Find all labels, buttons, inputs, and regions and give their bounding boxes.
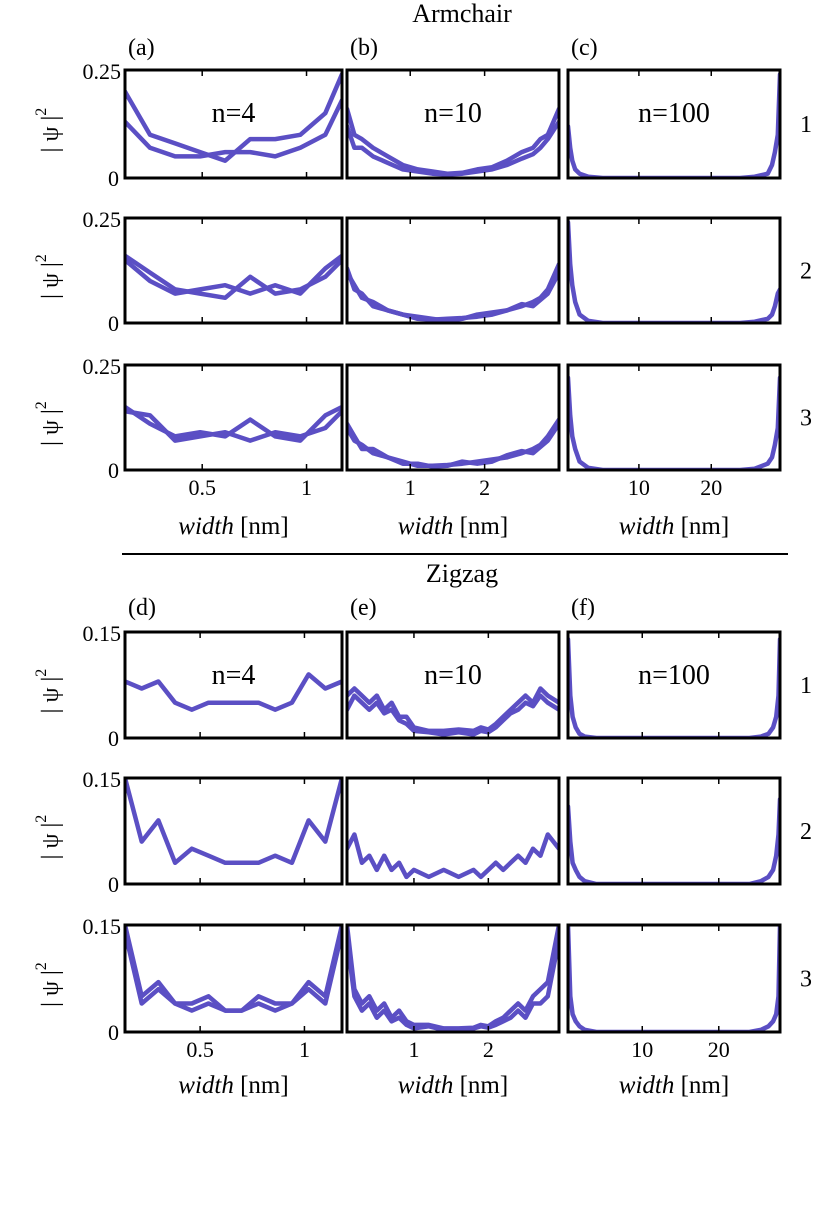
panel-label: (e) — [350, 595, 377, 621]
x-tick-label: 2 — [483, 1037, 494, 1062]
plot-frame — [566, 923, 782, 1034]
plot-frame — [123, 923, 344, 1034]
x-tick-label: 1 — [405, 475, 416, 500]
x-tick-label: 1 — [299, 1037, 310, 1062]
wavefunction-curve — [347, 937, 559, 1032]
wavefunction-curve — [568, 636, 780, 738]
row-label: 1 — [800, 112, 812, 138]
wavefunction-curve — [125, 925, 342, 1013]
wavefunction-curve — [568, 796, 780, 884]
wavefunction-curve — [568, 375, 780, 470]
wavefunction-curve — [568, 72, 780, 178]
x-tick-label: 20 — [708, 1037, 730, 1062]
plot-frame — [345, 630, 561, 740]
y-axis-label: | ψ |2 — [33, 962, 64, 1007]
x-tick-label: 20 — [700, 475, 722, 500]
column-label: n=4 — [212, 98, 256, 129]
y-axis-label: | ψ |2 — [33, 254, 64, 299]
row-label: 3 — [800, 406, 812, 432]
y-tick-label: 0.25 — [83, 207, 122, 232]
plot-frame — [123, 776, 344, 886]
x-axis-label: width [nm] — [398, 1072, 508, 1099]
x-tick-label: 10 — [631, 1037, 653, 1062]
column-label: n=100 — [638, 98, 710, 129]
wavefunction-curve — [125, 672, 342, 712]
y-tick-label: 0.25 — [83, 354, 122, 379]
y-tick-label: 0 — [108, 726, 119, 751]
x-axis-label: width [nm] — [619, 1072, 729, 1099]
y-axis-label: | ψ |2 — [33, 401, 64, 446]
plot-frame — [123, 363, 344, 472]
x-axis-label: width [nm] — [398, 513, 508, 540]
plot-frame — [345, 216, 561, 325]
wavefunction-curve — [347, 119, 559, 177]
y-tick-label: 0 — [108, 311, 119, 336]
plot-frame — [566, 68, 782, 180]
y-axis-label: | ψ |2 — [33, 669, 64, 714]
plot-frame — [123, 68, 344, 180]
x-tick-label: 1 — [301, 475, 312, 500]
wavefunction-curve — [568, 925, 780, 1032]
x-axis-label: width [nm] — [178, 1072, 288, 1099]
column-label: n=4 — [212, 660, 256, 691]
plot-frame — [345, 363, 561, 472]
column-label: n=10 — [424, 660, 482, 691]
wavefunction-curve — [125, 408, 342, 443]
wavefunction-curve — [125, 97, 342, 159]
wavefunction-curve — [125, 929, 342, 1013]
column-label: n=10 — [424, 98, 482, 129]
x-axis-label: width [nm] — [619, 513, 729, 540]
x-tick-label: 1 — [408, 1037, 419, 1062]
x-tick-label: 0.5 — [186, 1037, 214, 1062]
row-label: 2 — [800, 819, 812, 845]
column-label: n=100 — [638, 660, 710, 691]
y-tick-label: 0.25 — [83, 59, 122, 84]
armchair-section-title: Armchair — [412, 0, 512, 28]
plot-frame — [566, 363, 782, 472]
row-label: 2 — [800, 259, 812, 285]
row-label: 3 — [800, 967, 812, 993]
wavefunction-curve — [568, 219, 780, 323]
wavefunction-curve — [125, 778, 342, 866]
y-tick-label: 0 — [108, 458, 119, 483]
y-tick-label: 0.15 — [83, 621, 122, 646]
y-tick-label: 0 — [108, 1020, 119, 1045]
panel-label: (d) — [128, 595, 156, 621]
panel-label: (a) — [128, 35, 155, 61]
y-axis-label: | ψ |2 — [33, 815, 64, 860]
row-label: 1 — [800, 673, 812, 699]
wavefunction-curve — [347, 266, 559, 323]
y-tick-label: 0.15 — [83, 767, 122, 792]
wavefunction-curve — [347, 686, 559, 734]
wavefunction-curve — [125, 253, 342, 301]
plot-frame — [345, 776, 561, 886]
x-tick-label: 0.5 — [188, 475, 216, 500]
plot-frame — [566, 630, 782, 740]
plot-frame — [566, 216, 782, 325]
panel-label: (f) — [571, 595, 595, 621]
x-tick-label: 10 — [628, 475, 650, 500]
wavefunction-curve — [347, 693, 559, 737]
wavefunction-curve — [347, 832, 559, 880]
wavefunction-curve — [125, 253, 342, 296]
plot-frame — [123, 630, 344, 740]
panel-label: (b) — [350, 35, 378, 61]
x-tick-label: 2 — [479, 475, 490, 500]
plot-frame — [566, 776, 782, 886]
y-tick-label: 0.15 — [83, 914, 122, 939]
y-tick-label: 0 — [108, 166, 119, 191]
y-axis-label: | ψ |2 — [33, 108, 64, 153]
plot-frame — [345, 923, 561, 1034]
x-axis-label: width [nm] — [178, 513, 288, 540]
wavefunction-curve — [347, 261, 559, 322]
panel-label: (c) — [571, 35, 598, 61]
zigzag-section-title: Zigzag — [426, 559, 498, 588]
wavefunction-curve — [347, 417, 559, 469]
plot-frame — [123, 216, 344, 325]
wavefunction-curve — [347, 421, 559, 469]
y-tick-label: 0 — [108, 872, 119, 897]
plot-frame — [345, 68, 561, 180]
